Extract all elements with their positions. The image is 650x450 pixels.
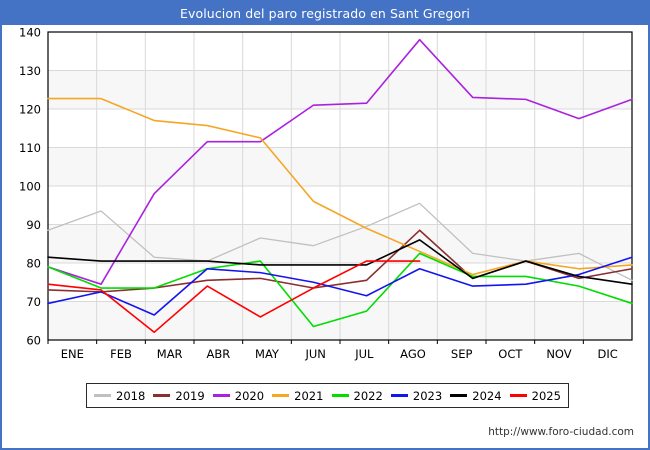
legend-item-2025[interactable]: 2025 [509,388,561,403]
y-axis-tick-label: 130 [19,64,41,78]
y-axis-tick-label: 80 [26,257,41,271]
legend-item-2022[interactable]: 2022 [331,388,383,403]
x-axis-tick-label-sep: SEP [451,347,473,361]
legend-label-2021: 2021 [294,388,324,403]
y-axis-ticks: 60 70 80 90 100 110 120 130 140 [19,26,41,348]
legend-label-2018: 2018 [116,388,146,403]
series-line-2025 [47,260,421,334]
chart-legend: 2018 2019 2020 2021 2022 2023 2024 2025 [86,383,569,408]
legend-swatch-2019 [153,394,171,397]
x-axis-tick-label-dic: DIC [598,347,618,361]
legend-label-2022: 2022 [353,388,383,403]
legend-label-2019: 2019 [175,388,205,403]
x-axis-tick-label-ene: ENE [61,347,84,361]
legend-swatch-2020 [212,394,230,397]
x-axis-tick-label-abr: ABR [206,347,230,361]
y-axis-tick-label: 120 [19,103,41,117]
series-line-2020 [47,38,633,285]
y-axis-tick-label: 90 [26,218,41,232]
x-axis-tick-label-mar: MAR [157,347,183,361]
x-axis-tick-label-oct: OCT [498,347,523,361]
legend-swatch-2024 [450,394,468,397]
legend-swatch-2018 [94,394,111,397]
legend-swatch-2023 [390,394,408,397]
legend-item-2021[interactable]: 2021 [272,389,323,403]
legend-item-2023[interactable]: 2023 [390,388,443,403]
x-axis-ticks: ENE FEB MAR ABR MAY JUN JUL AGO SEP OCT NOV DIC [47,340,618,361]
legend-item-2020[interactable]: 2020 [212,388,265,403]
legend-item-2018[interactable]: 2018 [94,389,145,403]
series-line-2021 [47,97,633,276]
legend-label-2020: 2020 [234,388,265,403]
y-axis-tick-label: 140 [19,26,41,40]
series-line-2023 [47,256,633,316]
chart-title-bar: Evolucion del paro registrado en Sant Gr… [2,2,648,25]
y-axis-tick-label: 60 [26,334,41,348]
legend-swatch-2021 [272,394,290,397]
x-axis-tick-label-feb: FEB [110,347,132,361]
x-axis-tick-label-may: MAY [255,347,280,361]
y-axis-tick-label: 110 [19,141,41,155]
line-chart: 60 70 80 90 100 110 120 130 140 ENE FEB MAR ABR MAY J… [19,26,633,361]
legend-item-2024[interactable]: 2024 [450,388,502,403]
legend-label-2023: 2023 [412,388,443,403]
x-axis-tick-label-jun: JUN [304,347,325,361]
x-axis-tick-label-jul: JUL [354,347,374,361]
footer-url: http://www.foro-ciudad.com [488,426,634,438]
series-line-2022 [47,252,633,328]
y-axis-tick-label: 70 [26,295,41,309]
data-series-group [47,38,633,334]
y-axis-tick-label: 100 [19,180,41,194]
legend-label-2024: 2024 [472,388,502,403]
legend-item-2019[interactable]: 2019 [153,388,205,403]
x-axis-tick-label-nov: NOV [546,347,571,361]
legend-swatch-2025 [509,394,527,397]
series-line-2024 [47,239,633,285]
series-line-2018 [47,202,633,281]
x-axis-tick-label-ago: AGO [400,347,426,361]
page-title: Evolucion del paro registrado en Sant Gr… [179,6,471,21]
legend-label-2025: 2025 [531,388,561,403]
chart-area: 60 70 80 90 100 110 120 130 140 ENE FEB MAR ABR MAY J… [2,25,648,375]
legend-swatch-2022 [331,394,349,397]
